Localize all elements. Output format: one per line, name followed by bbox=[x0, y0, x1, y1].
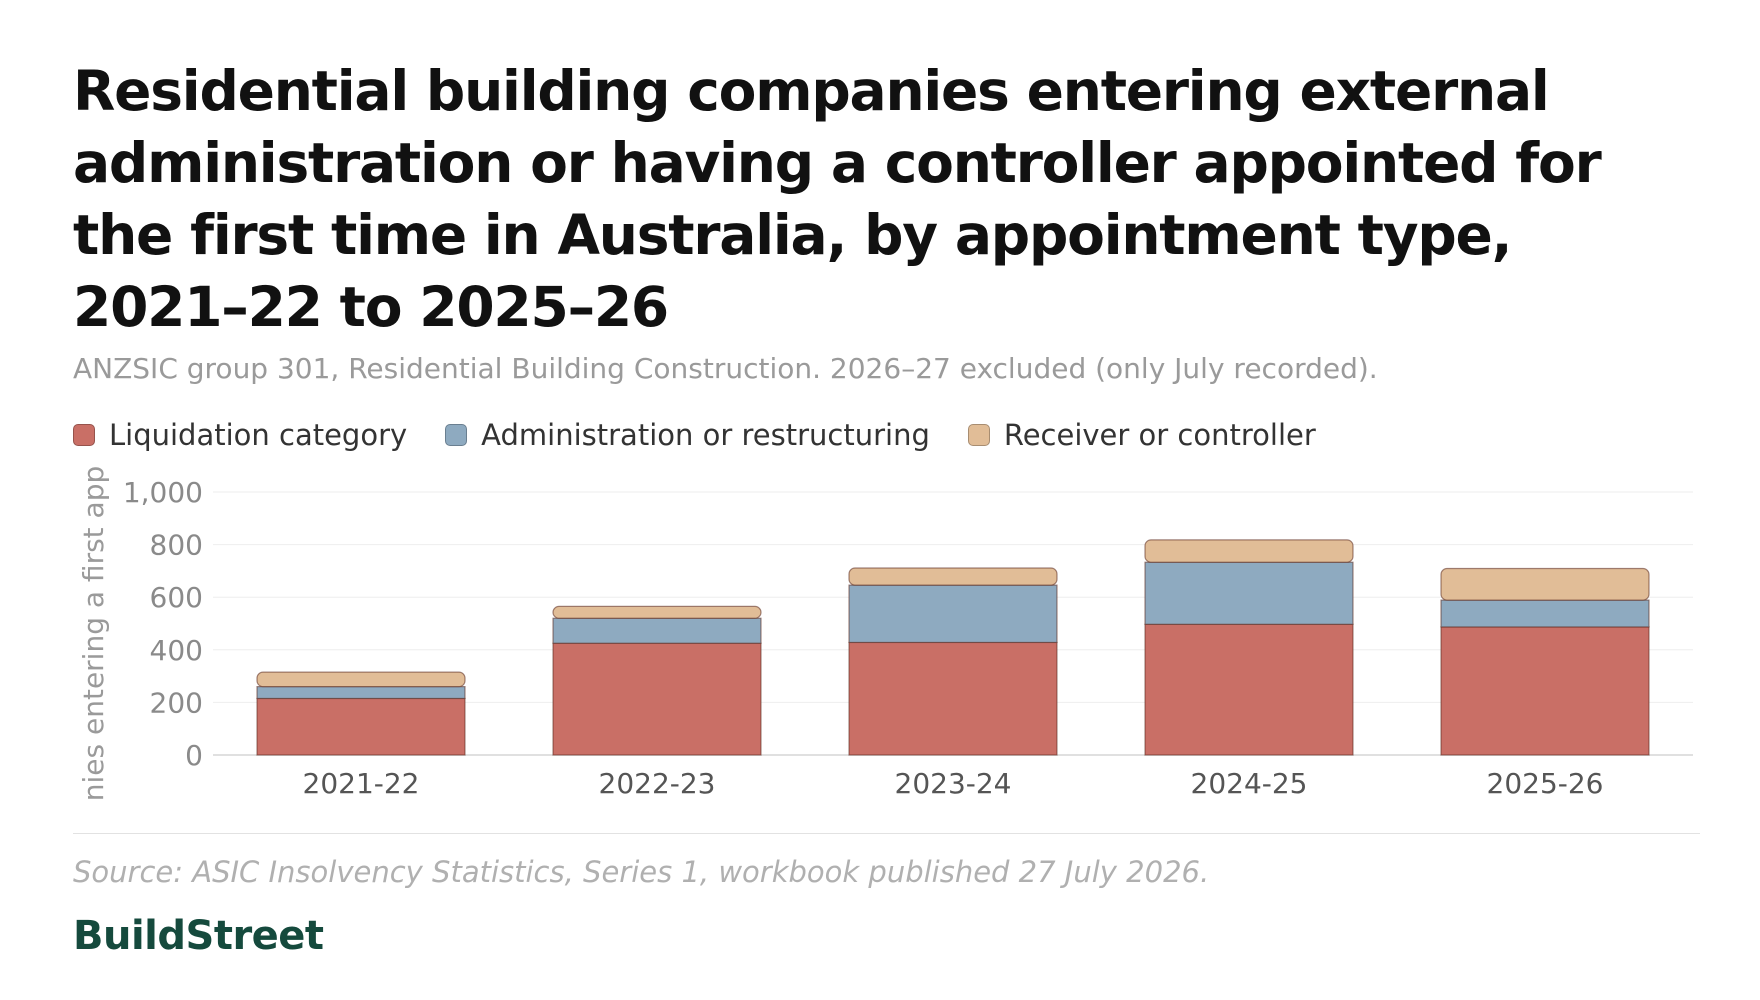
footer-divider bbox=[73, 833, 1700, 834]
y-tick-label: 400 bbox=[150, 634, 203, 667]
x-tick-label: 2023-24 bbox=[895, 767, 1012, 800]
bar-segment-liquidation bbox=[552, 642, 762, 756]
y-tick-label: 800 bbox=[150, 529, 203, 562]
bar-segment-administration bbox=[552, 617, 762, 644]
bar-segment-receiver bbox=[1440, 567, 1650, 601]
bar-segment-liquidation bbox=[1440, 626, 1650, 756]
chart-subtitle: ANZSIC group 301, Residential Building C… bbox=[73, 352, 1378, 385]
legend-label-liquidation: Liquidation category bbox=[109, 418, 408, 452]
legend-label-administration: Administration or restructuring bbox=[481, 418, 930, 452]
bar-segment-administration bbox=[848, 584, 1058, 644]
legend-swatch-administration bbox=[445, 424, 468, 446]
bar-segment-liquidation bbox=[1144, 623, 1354, 756]
x-tick-label: 2022-23 bbox=[599, 767, 716, 800]
bar-segment-administration bbox=[256, 686, 466, 700]
x-tick-label: 2025-26 bbox=[1487, 767, 1604, 800]
legend-label-receiver: Receiver or controller bbox=[1003, 418, 1316, 452]
y-tick-label: 600 bbox=[150, 581, 203, 614]
chart-legend: Liquidation category Administration or r… bbox=[73, 415, 1354, 455]
legend-item-receiver: Receiver or controller bbox=[967, 418, 1316, 452]
legend-swatch-liquidation bbox=[73, 424, 95, 446]
bar-segment-receiver bbox=[256, 671, 466, 688]
chart-title: Residential building companies entering … bbox=[73, 59, 1602, 339]
legend-item-administration: Administration or restructuring bbox=[445, 418, 930, 452]
bar-segment-administration bbox=[1440, 599, 1650, 628]
bar-segment-receiver bbox=[848, 567, 1058, 586]
bar-segment-receiver bbox=[552, 605, 762, 619]
y-tick-label: 200 bbox=[150, 686, 203, 719]
brand-logo: BuildStreet bbox=[73, 913, 324, 959]
legend-item-liquidation: Liquidation category bbox=[73, 418, 407, 452]
bars bbox=[256, 539, 1650, 756]
bar-segment-liquidation bbox=[256, 697, 466, 756]
x-tick-label: 2021-22 bbox=[303, 767, 420, 800]
y-tick-label: 1,000 bbox=[123, 476, 203, 509]
bar-segment-liquidation bbox=[848, 641, 1058, 756]
y-axis-label-clip: nies entering a first app bbox=[77, 466, 110, 802]
bar-segment-receiver bbox=[1144, 539, 1354, 563]
stacked-bar-chart: 0 200 400 600 800 1,000 2021-22 2022-23 2023-24 2… bbox=[77, 466, 1693, 802]
y-axis-label: nies entering a first app bbox=[77, 466, 110, 802]
bar-segment-administration bbox=[1144, 561, 1354, 625]
legend-swatch-receiver bbox=[967, 424, 990, 446]
y-tick-label: 0 bbox=[185, 739, 203, 772]
axes: 0 200 400 600 800 1,000 2021-22 2022-23 2023-24 2… bbox=[123, 476, 1604, 800]
chart-area: 0 200 400 600 800 1,000 2021-22 2022-23 2023-24 2… bbox=[73, 462, 1713, 822]
x-tick-label: 2024-25 bbox=[1191, 767, 1308, 800]
source-note: Source: ASIC Insolvency Statistics, Seri… bbox=[73, 855, 1210, 889]
